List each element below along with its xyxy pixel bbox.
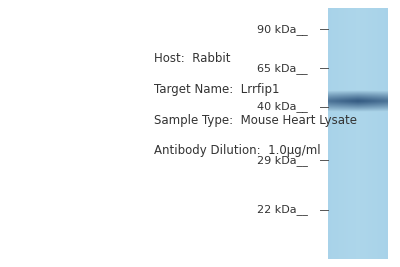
Text: 90 kDa__: 90 kDa__ — [257, 24, 308, 35]
Text: Host:  Rabbit: Host: Rabbit — [154, 52, 230, 65]
Text: 40 kDa__: 40 kDa__ — [257, 101, 308, 112]
Text: 22 kDa__: 22 kDa__ — [257, 204, 308, 215]
Text: 65 kDa__: 65 kDa__ — [257, 63, 308, 73]
Text: 29 kDa__: 29 kDa__ — [257, 155, 308, 166]
Text: Antibody Dilution:  1.0µg/ml: Antibody Dilution: 1.0µg/ml — [154, 144, 321, 157]
Text: Sample Type:  Mouse Heart Lysate: Sample Type: Mouse Heart Lysate — [154, 114, 357, 127]
Text: Target Name:  Lrrfip1: Target Name: Lrrfip1 — [154, 83, 280, 96]
